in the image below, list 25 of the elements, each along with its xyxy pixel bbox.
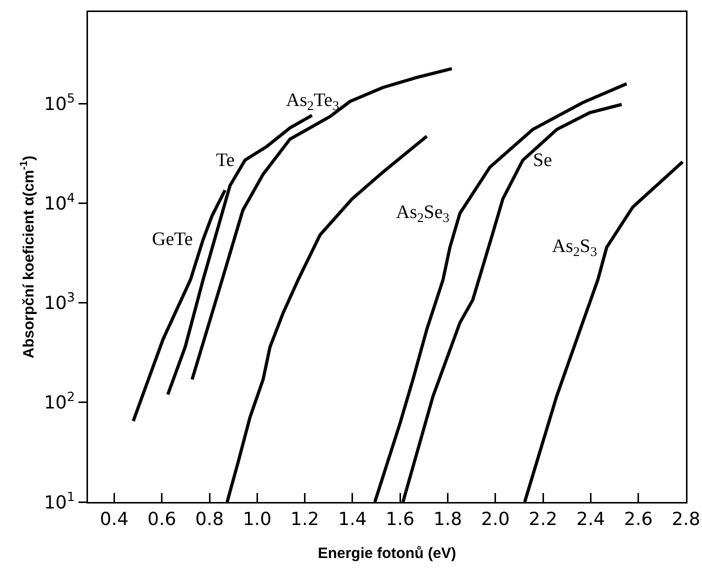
x-tick-label: 2.0 <box>481 509 510 530</box>
y-tick-label: 10$^{4}$ <box>44 190 75 214</box>
x-tick-label: 1.6 <box>386 509 414 530</box>
series-label: Te <box>216 150 235 171</box>
x-tick-label: 1.0 <box>242 509 272 530</box>
x-tick-label: 2.6 <box>624 509 653 530</box>
x-tick-label: 0.4 <box>100 509 129 530</box>
y-tick-label: 10$^{5}$ <box>44 90 75 115</box>
line-series <box>190 67 454 382</box>
y-tick-label: 10$^{3}$ <box>44 290 75 314</box>
x-tick-label: 1.2 <box>290 509 320 530</box>
x-tick-label: 2.4 <box>576 509 606 530</box>
x-tick-label: 1.4 <box>338 509 367 530</box>
x-tick-label: 2.2 <box>528 509 558 530</box>
x-tick-label: 0.8 <box>195 509 224 530</box>
x-tick-label: 1.8 <box>433 509 462 530</box>
series-label: GeTe <box>152 229 193 250</box>
series-label: As$_{2}$S$_{3}$ <box>552 236 598 259</box>
x-axis-title: Energie fotonů (eV) <box>318 544 456 562</box>
y-tick-label: 10$^{1}$ <box>44 488 75 514</box>
series-label: As$_{2}$Se$_{3}$ <box>396 202 450 225</box>
x-tick-label: 0.6 <box>148 509 176 530</box>
series-label: Se <box>533 150 552 171</box>
x-tick-label: 2.8 <box>672 509 700 530</box>
y-tick-label: 10$^{2}$ <box>44 389 75 414</box>
